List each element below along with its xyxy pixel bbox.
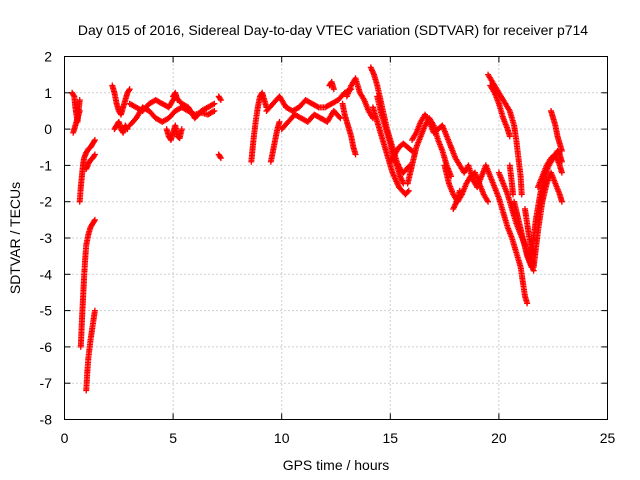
data-point: [217, 95, 224, 102]
y-axis-label: SDTVAR / TECUs: [7, 182, 23, 294]
axes: [64, 56, 608, 420]
x-tick-label: 15: [383, 430, 399, 446]
data-point: [91, 216, 98, 223]
y-tick-label: -7: [40, 375, 53, 391]
data-point: [76, 107, 83, 114]
data-point: [330, 86, 337, 93]
data-point: [276, 118, 283, 125]
data-point: [405, 187, 412, 194]
y-tick-label: -3: [40, 230, 53, 246]
data-point: [485, 198, 492, 205]
data-point: [558, 169, 565, 176]
data-point: [314, 103, 321, 110]
data-point: [211, 100, 218, 107]
data-point: [91, 152, 98, 159]
data-point: [174, 97, 181, 104]
data-point: [91, 307, 98, 314]
y-tick-label: -2: [40, 194, 53, 210]
data-point: [352, 151, 359, 158]
data-point: [211, 107, 218, 114]
data-point: [404, 189, 411, 196]
data-point: [506, 133, 513, 140]
y-tick-label: -5: [40, 303, 53, 319]
y-tick-label: 0: [44, 121, 52, 137]
data-point: [91, 218, 98, 225]
y-tick-label: 1: [44, 85, 52, 101]
y-tick-label: -6: [40, 339, 53, 355]
data-point: [217, 97, 224, 104]
data-point: [91, 138, 98, 145]
data-point: [558, 147, 565, 154]
y-tick-label: -1: [40, 157, 53, 173]
data-point: [337, 115, 344, 122]
data-point: [217, 153, 224, 160]
x-tick-label: 0: [61, 430, 69, 446]
data-point: [126, 86, 133, 93]
data-point: [518, 191, 525, 198]
x-tick-label: 10: [274, 430, 290, 446]
data-point: [217, 155, 224, 162]
data-point: [336, 114, 343, 120]
data-point: [456, 187, 463, 194]
x-tick-label: 5: [169, 430, 177, 446]
data-point: [70, 92, 77, 99]
x-tick-label: 20: [491, 430, 507, 446]
data-point: [210, 108, 217, 115]
data-point: [124, 126, 131, 133]
data-points: [69, 64, 565, 394]
data-point: [510, 191, 517, 198]
data-point: [76, 97, 83, 104]
data-point: [558, 198, 565, 205]
x-axis-label: GPS time / hours: [283, 457, 390, 473]
data-point: [524, 300, 531, 307]
y-tick-label: 2: [44, 49, 52, 65]
x-tick-label: 25: [600, 430, 616, 446]
y-tick-label: -4: [40, 266, 53, 282]
data-point: [210, 101, 217, 108]
data-point: [91, 151, 98, 158]
data-point: [178, 126, 185, 133]
chart-title: Day 015 of 2016, Sidereal Day-to-day VTE…: [78, 22, 588, 38]
data-point: [125, 87, 132, 94]
y-tick-label: -8: [40, 412, 53, 428]
data-point: [91, 136, 98, 143]
